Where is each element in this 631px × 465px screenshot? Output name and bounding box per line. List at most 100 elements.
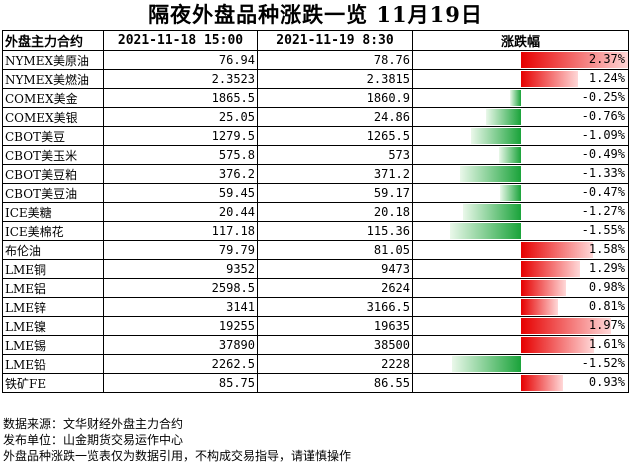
table-row: COMEX美金 1865.5 1860.9 -0.25%	[2, 88, 629, 108]
table-row: NYMEX美燃油 2.3523 2.3815 1.24%	[2, 69, 629, 89]
change-label: 1.29%	[588, 261, 625, 275]
table-row: ICE美棉花 117.18 115.36 -1.55%	[2, 221, 629, 241]
change-label: -0.25%	[581, 90, 625, 104]
curr-price: 81.05	[257, 240, 413, 260]
prev-price: 3141	[103, 297, 258, 317]
change-cell: -1.09%	[412, 126, 629, 146]
change-bar-positive	[521, 242, 593, 258]
change-bar-positive	[521, 52, 628, 68]
change-cell: 0.81%	[412, 297, 629, 317]
change-bar-positive	[521, 261, 580, 277]
table-row: ICE美糖 20.44 20.18 -1.27%	[2, 202, 629, 222]
contract-name: LME铅	[2, 354, 104, 374]
contract-name: NYMEX美燃油	[2, 69, 104, 89]
change-cell: -0.47%	[412, 183, 629, 203]
change-cell: -0.76%	[412, 107, 629, 127]
change-label: -1.27%	[581, 204, 625, 218]
header-contract: 外盘主力合约	[2, 30, 104, 51]
change-label: 1.61%	[588, 337, 625, 351]
contract-name: CBOT美豆	[2, 126, 104, 146]
quote-table: 外盘主力合约 2021-11-18 15:00 2021-11-19 8:30 …	[2, 30, 629, 393]
change-label: -1.09%	[581, 128, 625, 142]
change-cell: 2.37%	[412, 50, 629, 70]
contract-name: COMEX美银	[2, 107, 104, 127]
prev-price: 59.45	[103, 183, 258, 203]
change-cell: -1.52%	[412, 354, 629, 374]
change-cell: -0.25%	[412, 88, 629, 108]
prev-price: 376.2	[103, 164, 258, 184]
header-change: 涨跌幅	[412, 30, 629, 51]
table-row: LME锡 37890 38500 1.61%	[2, 335, 629, 355]
change-cell: 1.29%	[412, 259, 629, 279]
change-bar-negative	[463, 204, 521, 220]
change-bar-negative	[450, 223, 521, 239]
contract-name: 铁矿FE	[2, 373, 104, 393]
prev-price: 2.3523	[103, 69, 258, 89]
curr-price: 2228	[257, 354, 413, 374]
change-cell: -0.49%	[412, 145, 629, 165]
change-label: 1.97%	[588, 318, 625, 332]
prev-price: 79.79	[103, 240, 258, 260]
change-label: 0.93%	[588, 375, 625, 389]
table-row: CBOT美豆油 59.45 59.17 -0.47%	[2, 183, 629, 203]
change-label: 1.58%	[588, 242, 625, 256]
curr-price: 19635	[257, 316, 413, 336]
change-bar-positive	[521, 299, 558, 315]
change-label: -0.76%	[581, 109, 625, 123]
contract-name: CBOT美豆粕	[2, 164, 104, 184]
prev-price: 2262.5	[103, 354, 258, 374]
change-cell: -1.55%	[412, 221, 629, 241]
table-row: 布伦油 79.79 81.05 1.58%	[2, 240, 629, 260]
prev-price: 1279.5	[103, 126, 258, 146]
table-row: CBOT美玉米 575.8 573 -0.49%	[2, 145, 629, 165]
change-bar-negative	[451, 356, 521, 372]
change-bar-negative	[460, 166, 521, 182]
curr-price: 24.86	[257, 107, 413, 127]
table-row: LME镍 19255 19635 1.97%	[2, 316, 629, 336]
change-label: -0.47%	[581, 185, 625, 199]
contract-name: LME镍	[2, 316, 104, 336]
table-row: COMEX美银 25.05 24.86 -0.76%	[2, 107, 629, 127]
change-bar-negative	[471, 128, 521, 144]
contract-name: 布伦油	[2, 240, 104, 260]
curr-price: 86.55	[257, 373, 413, 393]
footer-source: 数据来源：文华财经外盘主力合约	[3, 417, 184, 431]
change-bar-positive	[521, 71, 578, 87]
change-bar-negative	[498, 147, 521, 163]
curr-price: 115.36	[257, 221, 413, 241]
contract-name: ICE美棉花	[2, 221, 104, 241]
table-row: CBOT美豆 1279.5 1265.5 -1.09%	[2, 126, 629, 146]
footer-publisher: 发布单位：山金期货交易运作中心	[3, 433, 184, 447]
footer-disclaimer: 外盘品种涨跌一览表仅为数据引用，不构成交易指导，请谨慎操作	[3, 449, 352, 463]
prev-price: 19255	[103, 316, 258, 336]
prev-price: 25.05	[103, 107, 258, 127]
contract-name: LME铝	[2, 278, 104, 298]
contract-name: CBOT美豆油	[2, 183, 104, 203]
contract-name: LME铜	[2, 259, 104, 279]
change-label: -1.55%	[581, 223, 625, 237]
change-cell: 1.97%	[412, 316, 629, 336]
change-label: -1.52%	[581, 356, 625, 370]
curr-price: 38500	[257, 335, 413, 355]
contract-name: CBOT美玉米	[2, 145, 104, 165]
prev-price: 76.94	[103, 50, 258, 70]
change-bar-positive	[521, 337, 595, 353]
change-label: -1.33%	[581, 166, 625, 180]
contract-name: ICE美糖	[2, 202, 104, 222]
prev-price: 1865.5	[103, 88, 258, 108]
curr-price: 2624	[257, 278, 413, 298]
table-row: LME锌 3141 3166.5 0.81%	[2, 297, 629, 317]
header-prev-time: 2021-11-18 15:00	[103, 30, 258, 51]
change-cell: 1.58%	[412, 240, 629, 260]
curr-price: 78.76	[257, 50, 413, 70]
prev-price: 2598.5	[103, 278, 258, 298]
prev-price: 575.8	[103, 145, 258, 165]
curr-price: 1265.5	[257, 126, 413, 146]
table-row: LME铅 2262.5 2228 -1.52%	[2, 354, 629, 374]
page-title: 隔夜外盘品种涨跌一览 11月19日	[148, 2, 483, 27]
table-row: 铁矿FE 85.75 86.55 0.93%	[2, 373, 629, 393]
change-bar-positive	[521, 280, 566, 296]
prev-price: 117.18	[103, 221, 258, 241]
change-cell: 0.93%	[412, 373, 629, 393]
